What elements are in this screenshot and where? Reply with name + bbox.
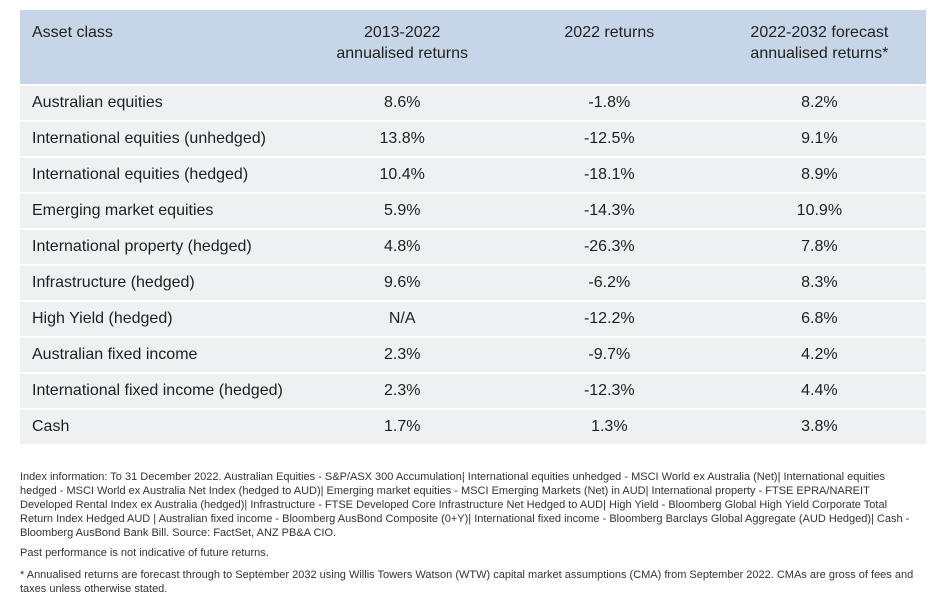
table-row: International equities (unhedged) 13.8% -1… <box>20 120 926 156</box>
table-row: High Yield (hedged) N/A -12.2% 6.8% <box>20 300 926 336</box>
header-line: annualised returns <box>336 45 469 62</box>
cell-asset-class: Cash <box>20 408 299 444</box>
table-row: Australian fixed income 2.3% -9.7% 4.2% <box>20 336 926 372</box>
cell-forecast: 4.4% <box>712 372 926 408</box>
header-forecast: 2022-2032 forecast annualised returns* <box>713 10 926 84</box>
table-row: Emerging market equities 5.9% -14.3% 10.9% <box>20 192 926 228</box>
table-row: International fixed income (hedged) 2.3% -… <box>20 372 926 408</box>
cell-2022-returns: -1.8% <box>505 84 713 120</box>
cell-forecast: 10.9% <box>712 192 926 228</box>
cell-forecast: 6.8% <box>712 300 926 336</box>
cell-forecast: 8.3% <box>712 264 926 300</box>
header-2013-2022: 2013-2022 annualised returns <box>299 10 506 84</box>
cell-2013-2022: N/A <box>298 300 506 336</box>
cell-asset-class: Australian fixed income <box>20 336 299 372</box>
cell-asset-class: Emerging market equities <box>20 192 299 228</box>
cell-2022-returns: -12.2% <box>505 300 713 336</box>
table-row: Cash 1.7% 1.3% 3.8% <box>20 408 926 444</box>
cell-2013-2022: 13.8% <box>298 120 506 156</box>
footnote: * Annualised returns are forecast throug… <box>20 569 914 595</box>
cell-2022-returns: -14.3% <box>505 192 713 228</box>
returns-table: Asset class 2013-2022 annualised returns… <box>20 10 926 444</box>
cell-2013-2022: 8.6% <box>298 84 506 120</box>
cell-asset-class: International fixed income (hedged) <box>20 372 299 408</box>
cell-2022-returns: -26.3% <box>505 228 713 264</box>
cell-2013-2022: 10.4% <box>298 156 506 192</box>
cell-asset-class: Australian equities <box>20 84 299 120</box>
cell-asset-class: High Yield (hedged) <box>20 300 299 336</box>
table-row: Infrastructure (hedged) 9.6% -6.2% 8.3% <box>20 264 926 300</box>
header-2022-returns: 2022 returns <box>506 10 713 84</box>
header-line: 2022-2032 forecast <box>750 24 889 41</box>
cell-forecast: 9.1% <box>712 120 926 156</box>
cell-2022-returns: -12.3% <box>505 372 713 408</box>
table-row: International property (hedged) 4.8% -26.3… <box>20 228 926 264</box>
cell-2013-2022: 9.6% <box>298 264 506 300</box>
cell-forecast: 4.2% <box>712 336 926 372</box>
header-line: 2013-2022 <box>363 24 441 41</box>
cell-2022-returns: -6.2% <box>505 264 713 300</box>
cell-2022-returns: -18.1% <box>505 156 713 192</box>
disclaimer: Past performance is not indicative of fu… <box>20 547 269 559</box>
cell-2022-returns: 1.3% <box>505 408 713 444</box>
cell-2013-2022: 5.9% <box>298 192 506 228</box>
table-row: Australian equities 8.6% -1.8% 8.2% <box>20 84 926 120</box>
cell-forecast: 8.9% <box>712 156 926 192</box>
notes: Index information: To 31 December 2022. … <box>20 470 920 602</box>
table-row: International equities (hedged) 10.4% -18.… <box>20 156 926 192</box>
header-line: annualised returns* <box>750 45 889 62</box>
header-line: Asset class <box>32 24 113 41</box>
cell-forecast: 3.8% <box>712 408 926 444</box>
cell-asset-class: Infrastructure (hedged) <box>20 264 299 300</box>
index-information: Index information: To 31 December 2022. … <box>20 471 910 539</box>
cell-2013-2022: 4.8% <box>298 228 506 264</box>
header-line: 2022 returns <box>564 24 655 41</box>
cell-2022-returns: -12.5% <box>505 120 713 156</box>
cell-2013-2022: 2.3% <box>298 336 506 372</box>
cell-asset-class: International equities (hedged) <box>20 156 299 192</box>
header-asset-class: Asset class <box>20 10 299 84</box>
cell-2022-returns: -9.7% <box>505 336 713 372</box>
table-header-row: Asset class 2013-2022 annualised returns… <box>20 10 926 84</box>
cell-forecast: 7.8% <box>712 228 926 264</box>
cell-asset-class: International equities (unhedged) <box>20 120 299 156</box>
cell-asset-class: International property (hedged) <box>20 228 299 264</box>
cell-2013-2022: 1.7% <box>298 408 506 444</box>
cell-forecast: 8.2% <box>712 84 926 120</box>
cell-2013-2022: 2.3% <box>298 372 506 408</box>
